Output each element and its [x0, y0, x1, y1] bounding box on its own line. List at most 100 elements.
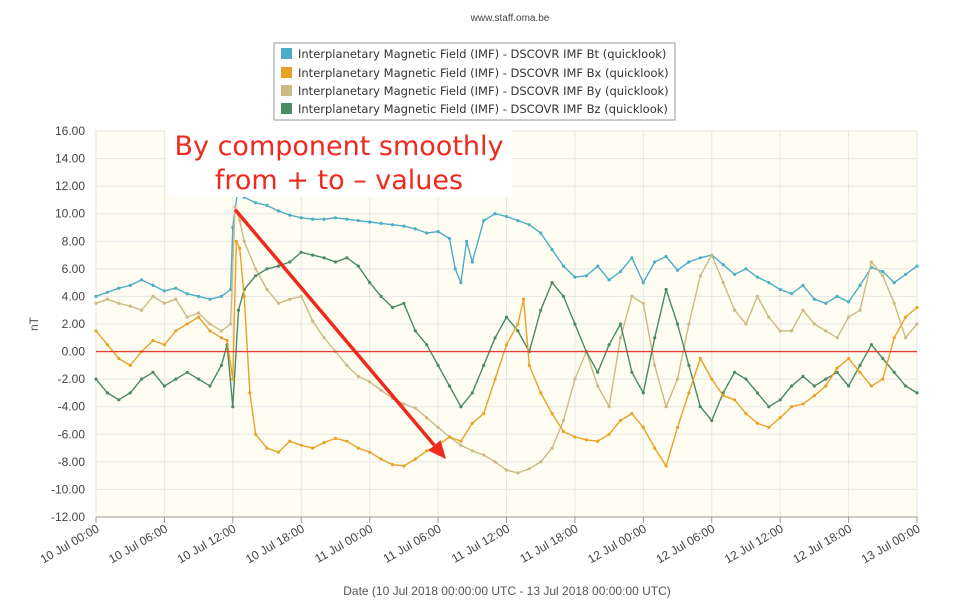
data-point-bx — [276, 450, 280, 454]
data-point-bx — [345, 439, 349, 443]
data-point-bx — [755, 421, 760, 425]
y-tick-label: -8.00 — [58, 455, 86, 469]
data-point-bx — [379, 457, 383, 461]
data-point-bz — [94, 377, 98, 381]
data-point-bt — [276, 209, 280, 213]
y-tick-label: 16.00 — [55, 124, 85, 138]
data-point-bz — [128, 391, 132, 395]
data-point-bx — [539, 391, 543, 395]
y-tick-label: -2.00 — [58, 372, 86, 386]
data-point-bx — [527, 363, 531, 367]
y-tick-label: -10.00 — [51, 482, 85, 496]
data-point-by — [276, 301, 280, 305]
legend-swatch-bx — [281, 67, 292, 78]
data-point-by — [858, 308, 862, 312]
legend-item-by[interactable]: Interplanetary Magnetic Field (IMF) - DS… — [281, 84, 669, 98]
data-point-bx — [299, 443, 303, 447]
data-point-bz — [550, 281, 554, 285]
data-point-by — [379, 388, 383, 392]
data-point-by — [425, 416, 429, 420]
data-point-bz — [140, 377, 144, 381]
data-point-bt — [447, 236, 452, 241]
data-point-bz — [630, 370, 634, 374]
data-point-by — [345, 363, 349, 367]
data-point-by — [881, 274, 885, 278]
data-point-bz — [664, 287, 668, 292]
data-point-bt — [801, 283, 805, 287]
y-tick-label: 10.00 — [55, 207, 85, 221]
data-point-bz — [288, 260, 292, 264]
data-point-bx — [208, 329, 212, 333]
data-point-bz — [151, 370, 155, 374]
data-point-bt — [117, 286, 121, 290]
data-point-bt — [904, 272, 908, 276]
data-point-bx — [368, 450, 372, 454]
series-line-bx — [95, 240, 918, 467]
data-point-bx — [425, 449, 429, 453]
legend-item-bx[interactable]: Interplanetary Magnetic Field (IMF) - DS… — [281, 66, 669, 80]
data-point-bz — [459, 405, 463, 409]
data-point-bx — [322, 441, 326, 445]
data-point-bt — [561, 264, 566, 268]
data-point-bx — [197, 315, 201, 319]
data-point-bz — [824, 377, 828, 381]
data-point-bx — [915, 305, 919, 310]
data-point-bt — [550, 248, 554, 252]
data-point-by — [733, 308, 737, 312]
data-point-bx — [812, 394, 817, 398]
data-point-bz — [596, 370, 600, 374]
data-point-bx — [105, 343, 109, 347]
y-axis-title: nT — [27, 316, 41, 331]
data-point-by — [242, 239, 246, 243]
data-point-bt — [379, 221, 383, 225]
data-point-bt — [607, 278, 611, 282]
data-point-bt — [744, 267, 748, 271]
data-point-bx — [333, 436, 338, 440]
data-point-bt — [778, 287, 782, 292]
data-point-bt — [858, 283, 862, 287]
data-point-by — [493, 460, 497, 464]
data-point-by — [413, 406, 417, 410]
data-point-bt — [453, 267, 457, 271]
data-point-bz — [379, 294, 383, 298]
data-point-bx — [447, 435, 452, 439]
data-point-by — [402, 402, 406, 406]
data-point-bx — [904, 315, 908, 319]
data-point-bx — [94, 329, 98, 333]
data-point-bt — [105, 290, 109, 294]
data-point-bx — [733, 398, 737, 402]
data-point-bx — [847, 356, 851, 361]
data-point-bx — [778, 416, 782, 420]
data-point-bx — [219, 336, 223, 340]
data-point-by — [767, 315, 771, 319]
data-point-bz — [858, 363, 862, 367]
data-point-bt — [356, 219, 360, 223]
data-point-bx — [641, 425, 645, 429]
data-point-bz — [641, 391, 645, 395]
data-point-bz — [174, 377, 178, 381]
data-point-bx — [687, 391, 691, 395]
data-point-bz — [869, 343, 874, 347]
data-point-bx — [288, 439, 292, 443]
data-point-bx — [630, 412, 634, 416]
data-point-bz — [698, 405, 702, 409]
data-point-bz — [504, 315, 509, 319]
x-tick-label: 11 Jul 18:00 — [518, 521, 581, 566]
x-axis-ticks: 10 Jul 00:00 10 Jul 06:00 10 Jul 12:00 10 J… — [38, 517, 923, 566]
data-point-by — [436, 425, 440, 429]
data-point-bt — [641, 281, 645, 285]
data-point-bz — [265, 267, 269, 271]
data-point-bx — [675, 425, 680, 429]
data-point-bt — [721, 263, 725, 267]
data-point-bx — [254, 432, 258, 436]
data-point-bz — [299, 250, 303, 254]
data-point-bz — [231, 405, 235, 409]
data-point-by — [744, 322, 748, 326]
data-point-by — [140, 308, 144, 312]
legend-item-bt[interactable]: Interplanetary Magnetic Field (IMF) - DS… — [281, 47, 666, 61]
data-point-bz — [333, 260, 338, 264]
legend-item-bz[interactable]: Interplanetary Magnetic Field (IMF) - DS… — [281, 102, 668, 116]
data-point-bx — [248, 391, 252, 395]
x-tick-label: 11 Jul 06:00 — [381, 521, 444, 566]
data-point-by — [915, 322, 919, 326]
